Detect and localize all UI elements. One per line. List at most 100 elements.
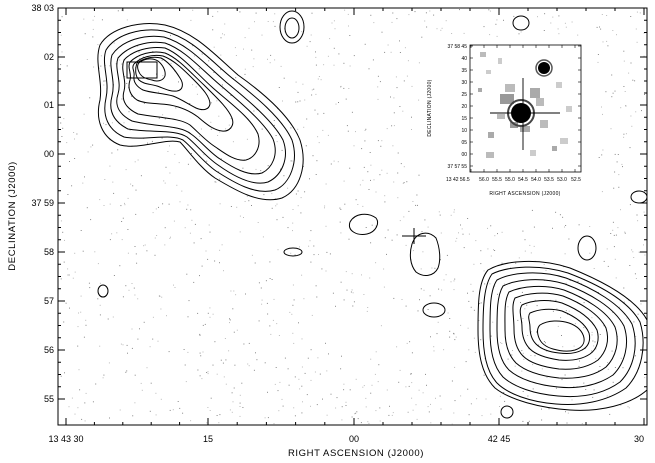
noise-dot — [476, 398, 478, 400]
noise-dot — [220, 54, 222, 56]
noise-dot — [433, 14, 435, 16]
noise-dot — [229, 409, 231, 411]
noise-dot — [253, 110, 255, 112]
noise-dot — [287, 368, 289, 370]
noise-dot — [334, 28, 336, 30]
noise-dot — [61, 51, 63, 53]
noise-dot — [105, 124, 107, 126]
noise-dot — [597, 61, 599, 63]
noise-dot — [149, 346, 151, 348]
noise-dot — [414, 11, 416, 13]
noise-dot — [416, 194, 418, 196]
noise-dot — [363, 294, 365, 295]
noise-dot — [223, 270, 224, 272]
noise-dot — [314, 109, 316, 111]
noise-dot — [60, 122, 62, 124]
noise-dot — [424, 20, 426, 22]
noise-dot — [146, 367, 148, 369]
noise-dot — [125, 371, 127, 373]
noise-dot — [384, 195, 386, 197]
noise-dot — [330, 163, 332, 165]
inset-tick-marks — [470, 45, 581, 172]
noise-dot — [333, 64, 335, 66]
noise-dot — [276, 219, 278, 221]
noise-dot — [152, 212, 154, 214]
noise-dot — [370, 392, 372, 394]
noise-dot — [393, 181, 395, 183]
noise-dot — [303, 298, 305, 300]
inset-x-tick-labels: 13 42 56.5 56.0 55.5 55.0 54.5 54.0 53.5… — [446, 177, 581, 183]
noise-dot — [202, 324, 204, 326]
noise-dot — [490, 225, 492, 227]
noise-dot — [60, 64, 62, 66]
noise-dot — [158, 295, 160, 297]
noise-dot — [104, 80, 106, 82]
noise-dot — [373, 22, 375, 24]
noise-dot — [430, 403, 431, 405]
noise-dot — [201, 265, 203, 267]
noise-dot — [530, 331, 532, 333]
noise-dot — [513, 15, 515, 17]
noise-dot — [522, 352, 524, 354]
noise-dot — [269, 325, 271, 327]
noise-dot — [417, 204, 418, 206]
noise-dot — [92, 28, 94, 30]
noise-dot — [453, 289, 455, 291]
noise-dot — [339, 221, 341, 223]
noise-dot — [613, 246, 615, 248]
noise-dot — [217, 11, 219, 13]
noise-dot — [208, 224, 210, 226]
noise-dot — [602, 113, 603, 115]
noise-dot — [261, 299, 263, 301]
noise-dot — [168, 203, 170, 205]
noise-dot — [197, 312, 199, 314]
noise-dot — [273, 120, 275, 121]
noise-dot — [80, 295, 82, 297]
noise-dot — [261, 128, 263, 130]
noise-dot — [242, 167, 244, 169]
noise-dot — [162, 75, 164, 77]
noise-dot — [429, 10, 431, 12]
noise-dot — [503, 19, 504, 21]
noise-dot — [427, 226, 429, 228]
noise-dot — [232, 401, 234, 403]
noise-dot — [460, 395, 462, 397]
noise-dot — [643, 244, 644, 246]
noise-dot — [84, 402, 86, 404]
noise-dot — [160, 308, 162, 310]
noise-dot — [292, 284, 294, 286]
noise-dot — [449, 336, 451, 338]
noise-dot — [434, 267, 436, 269]
noise-dot — [383, 268, 385, 270]
noise-dot — [454, 339, 456, 341]
noise-dot — [552, 310, 554, 312]
noise-dot — [361, 274, 362, 276]
noise-dot — [340, 85, 342, 87]
noise-dot — [611, 96, 613, 98]
noise-dot — [326, 251, 328, 253]
noise-dot — [529, 244, 531, 246]
noise-dot — [630, 16, 632, 17]
noise-dot — [99, 282, 101, 284]
noise-dot — [253, 58, 255, 60]
noise-dot — [619, 306, 621, 308]
noise-dot — [216, 373, 218, 375]
noise-dot — [97, 44, 99, 46]
noise-dot — [363, 385, 365, 387]
noise-dot — [100, 55, 102, 57]
noise-dot — [122, 217, 124, 219]
noise-dot — [130, 183, 132, 185]
noise-dot — [629, 265, 631, 266]
noise-dot — [601, 106, 602, 108]
noise-dot — [453, 280, 455, 282]
noise-dot — [379, 81, 381, 83]
noise-dot — [83, 18, 85, 20]
noise-dot — [93, 66, 95, 68]
noise-dot — [356, 411, 358, 413]
noise-dot — [353, 55, 355, 57]
noise-dot — [272, 21, 274, 23]
noise-dot — [362, 205, 364, 207]
noise-dot — [435, 397, 436, 399]
noise-dot — [73, 132, 75, 133]
noise-dot — [611, 350, 613, 352]
